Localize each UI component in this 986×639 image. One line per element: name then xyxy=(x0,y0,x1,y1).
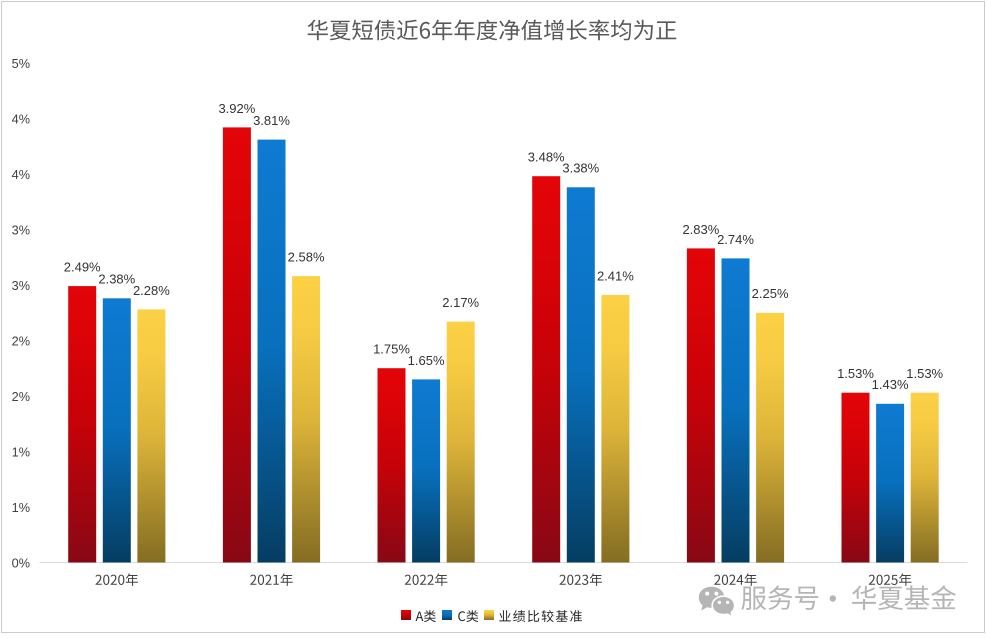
svg-text:2.25%: 2.25% xyxy=(752,286,789,301)
svg-text:2.38%: 2.38% xyxy=(98,272,135,287)
svg-text:2.28%: 2.28% xyxy=(133,283,170,298)
svg-text:1.75%: 1.75% xyxy=(373,342,410,357)
svg-text:2.74%: 2.74% xyxy=(717,232,754,247)
svg-text:0%: 0% xyxy=(12,557,30,571)
svg-text:2.58%: 2.58% xyxy=(288,250,325,265)
svg-text:3%: 3% xyxy=(12,279,30,293)
svg-text:1%: 1% xyxy=(12,446,30,460)
svg-text:4%: 4% xyxy=(12,168,30,182)
svg-text:3.38%: 3.38% xyxy=(562,161,599,176)
svg-text:2%: 2% xyxy=(12,335,30,349)
svg-text:4%: 4% xyxy=(12,113,30,127)
svg-text:2.49%: 2.49% xyxy=(64,260,101,275)
svg-text:1.43%: 1.43% xyxy=(872,377,909,392)
svg-text:1%: 1% xyxy=(12,501,30,515)
svg-text:5%: 5% xyxy=(12,57,30,71)
svg-text:3.81%: 3.81% xyxy=(253,113,290,128)
svg-text:1.53%: 1.53% xyxy=(906,366,943,381)
svg-text:1.53%: 1.53% xyxy=(837,366,874,381)
svg-text:1.65%: 1.65% xyxy=(408,353,445,368)
svg-text:2%: 2% xyxy=(12,390,30,404)
svg-text:2.83%: 2.83% xyxy=(682,222,719,237)
svg-text:3.48%: 3.48% xyxy=(528,150,565,165)
svg-text:3.92%: 3.92% xyxy=(218,101,255,116)
svg-text:2.17%: 2.17% xyxy=(442,295,479,310)
svg-text:3%: 3% xyxy=(12,224,30,238)
svg-text:2.41%: 2.41% xyxy=(597,268,634,283)
